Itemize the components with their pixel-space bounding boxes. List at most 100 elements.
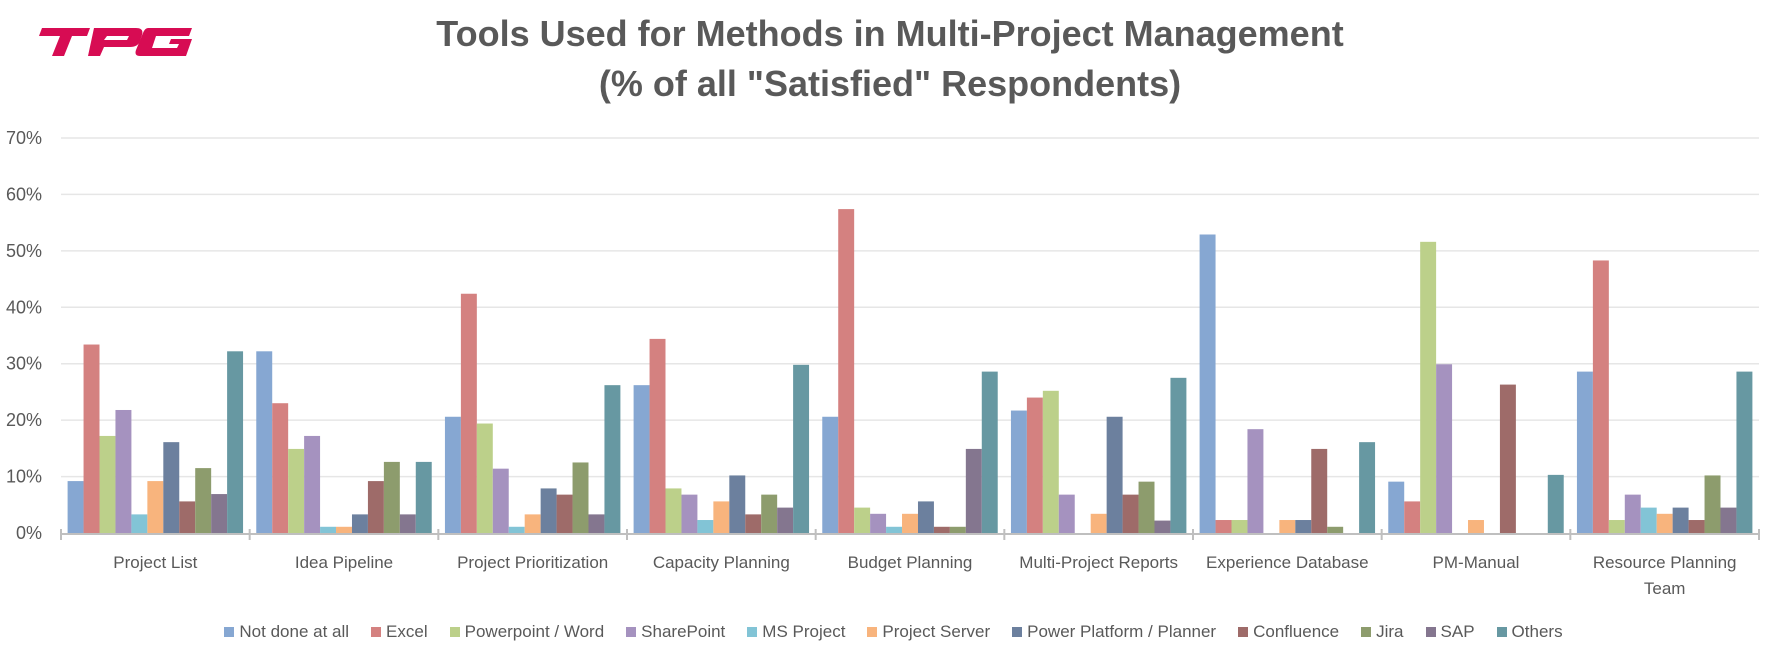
bar-powerpoint-word-8 xyxy=(1608,520,1625,533)
x-axis xyxy=(60,529,1760,540)
bar-confluence-2 xyxy=(556,494,573,533)
bar-project-server-8 xyxy=(1656,513,1673,533)
bar-power-platform-planner-6 xyxy=(1295,520,1312,533)
legend-swatch xyxy=(1425,627,1436,637)
bar-ms-project-4 xyxy=(886,526,903,533)
bar-others-5 xyxy=(1170,377,1187,533)
y-tick-label: 70% xyxy=(6,128,42,148)
x-axis-label: Team xyxy=(1644,579,1686,598)
bar-not-done-at-all-0 xyxy=(67,481,84,533)
y-tick-label: 10% xyxy=(6,467,42,487)
legend-label: Jira xyxy=(1376,622,1404,641)
legend-swatch xyxy=(626,627,637,637)
legend-swatch xyxy=(747,627,758,637)
bar-sap-8 xyxy=(1720,507,1737,533)
x-axis-label: PM-Manual xyxy=(1433,553,1520,572)
bar-not-done-at-all-8 xyxy=(1576,371,1593,533)
legend-label: Excel xyxy=(386,622,428,641)
bar-project-server-5 xyxy=(1090,513,1107,533)
bar-not-done-at-all-4 xyxy=(822,416,839,533)
bar-confluence-5 xyxy=(1122,494,1139,533)
bar-powerpoint-word-7 xyxy=(1420,241,1437,533)
bar-jira-6 xyxy=(1327,526,1344,533)
bar-excel-2 xyxy=(460,293,477,533)
bar-sharepoint-4 xyxy=(870,513,887,533)
bar-sharepoint-8 xyxy=(1624,494,1641,533)
legend: Not done at all Excel Powerpoint / Word Sha… xyxy=(0,619,1765,645)
bar-sharepoint-6 xyxy=(1247,429,1264,533)
bar-excel-0 xyxy=(83,344,100,533)
bar-jira-2 xyxy=(572,462,589,533)
chart-subtitle: (% of all "Satisfied" Respondents) xyxy=(598,63,1182,104)
bar-sharepoint-5 xyxy=(1058,494,1075,533)
x-axis-labels: Project List Idea Pipeline Project Priorit… xyxy=(113,553,1736,598)
bar-confluence-0 xyxy=(179,501,196,533)
bar-jira-1 xyxy=(383,461,400,533)
bar-sap-4 xyxy=(965,448,982,533)
x-axis-label: Experience Database xyxy=(1206,553,1369,572)
bar-project-server-2 xyxy=(524,514,541,533)
bar-jira-4 xyxy=(949,526,966,533)
bar-excel-7 xyxy=(1404,501,1421,533)
bar-powerpoint-word-1 xyxy=(288,448,305,533)
bar-powerpoint-word-5 xyxy=(1042,390,1059,533)
bar-ms-project-0 xyxy=(131,514,148,533)
bar-powerpoint-word-2 xyxy=(476,423,493,533)
legend-label: MS Project xyxy=(762,622,846,641)
bar-ms-project-1 xyxy=(320,526,337,533)
bar-ms-project-3 xyxy=(697,520,714,533)
bar-confluence-7 xyxy=(1499,384,1516,533)
bar-not-done-at-all-6 xyxy=(1199,234,1216,534)
bar-confluence-4 xyxy=(933,526,950,533)
bar-powerpoint-word-0 xyxy=(99,435,116,533)
bar-project-server-0 xyxy=(147,481,164,533)
legend-swatch xyxy=(1496,627,1507,637)
bar-others-0 xyxy=(227,351,244,533)
y-tick-label: 40% xyxy=(6,297,42,317)
x-axis-label: Budget Planning xyxy=(848,553,973,572)
gridlines xyxy=(61,137,1759,478)
y-tick-label: 30% xyxy=(6,354,42,374)
y-tick-label: 0% xyxy=(16,523,42,543)
legend-label: Confluence xyxy=(1253,622,1340,641)
legend-swatch xyxy=(224,627,235,637)
y-tick-label: 20% xyxy=(6,410,42,430)
x-axis-label: Multi-Project Reports xyxy=(1019,553,1178,572)
bar-others-4 xyxy=(981,371,998,533)
tpg-logo xyxy=(39,28,192,56)
x-axis-label: Project Prioritization xyxy=(457,553,608,572)
y-axis-ticks: 0% 10% 20% 30% 40% 50% 60% 70% xyxy=(6,128,42,543)
bar-not-done-at-all-1 xyxy=(256,351,273,533)
bar-others-3 xyxy=(793,364,810,533)
bar-not-done-at-all-7 xyxy=(1388,481,1405,533)
bar-sharepoint-1 xyxy=(304,435,321,533)
x-axis-label: Project List xyxy=(113,553,197,572)
legend-swatch xyxy=(1361,627,1372,637)
chart-title: Tools Used for Methods in Multi-Project … xyxy=(436,13,1344,54)
bar-power-platform-planner-3 xyxy=(729,475,746,533)
x-axis-label: Resource Planning xyxy=(1593,553,1737,572)
legend-item: SharePoint xyxy=(626,622,725,642)
legend-swatch xyxy=(449,627,460,637)
legend-label: Project Server xyxy=(882,622,991,641)
bar-ms-project-8 xyxy=(1640,507,1657,533)
bar-sap-2 xyxy=(588,514,605,533)
legend-label: Not done at all xyxy=(239,622,350,641)
legend-swatch xyxy=(1012,627,1023,637)
x-axis-label: Idea Pipeline xyxy=(295,553,393,572)
bar-others-8 xyxy=(1736,371,1753,533)
bar-jira-0 xyxy=(195,468,212,533)
bar-project-server-4 xyxy=(902,513,918,533)
legend-item: Project Server xyxy=(867,622,990,642)
legend-item: MS Project xyxy=(747,622,845,642)
bar-confluence-8 xyxy=(1688,520,1705,533)
x-axis-label: Capacity Planning xyxy=(653,553,790,572)
bar-power-platform-planner-1 xyxy=(351,514,368,533)
bar-project-server-7 xyxy=(1468,520,1484,533)
bar-excel-5 xyxy=(1026,397,1043,533)
bar-jira-5 xyxy=(1138,481,1155,533)
bar-project-server-6 xyxy=(1279,520,1296,533)
bar-excel-1 xyxy=(272,403,289,533)
bar-sap-3 xyxy=(777,507,794,533)
